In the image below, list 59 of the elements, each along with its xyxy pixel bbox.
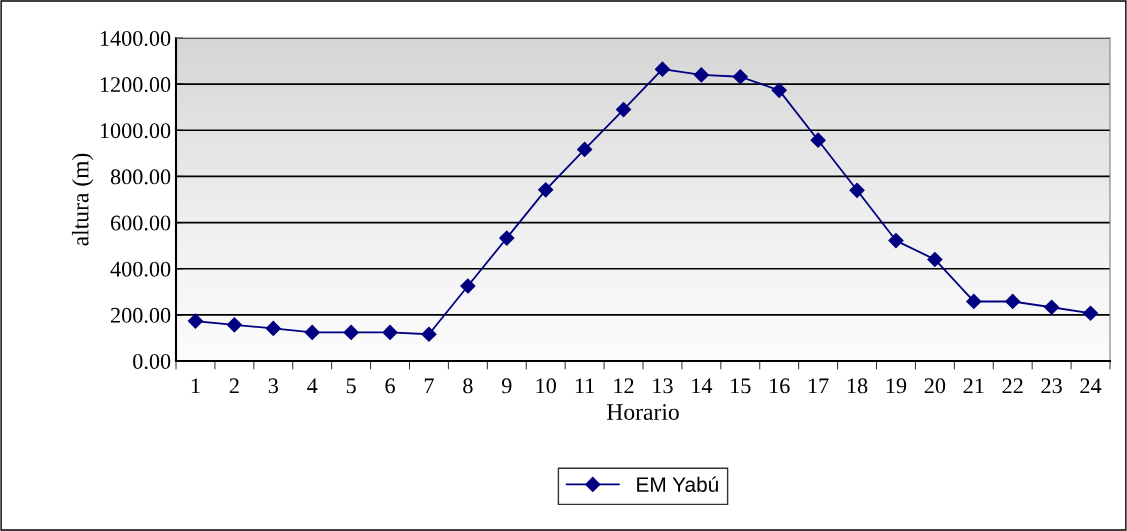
x-tick-label: 16	[770, 378, 790, 394]
point	[265, 320, 281, 337]
point	[888, 232, 904, 249]
point	[732, 69, 748, 85]
point	[226, 317, 242, 333]
y-tick-label: 1000.00	[100, 123, 171, 139]
point	[654, 61, 671, 77]
x-tick-label: 2	[229, 378, 239, 394]
x-tick-label: 3	[268, 378, 278, 394]
x-tick-label: 14	[692, 378, 713, 394]
y-tick-label: 1200.00	[100, 77, 171, 93]
x-tick-label: 18	[847, 378, 868, 394]
point	[460, 278, 476, 294]
point	[538, 182, 554, 198]
x-tick-label: 8	[463, 378, 473, 394]
point	[343, 324, 359, 340]
x-tick-label: 17	[808, 378, 829, 394]
x-tick-label: 19	[886, 378, 907, 394]
x-tick-label: 13	[653, 378, 673, 394]
x-tick-label: 1	[191, 378, 200, 394]
point	[810, 132, 826, 148]
x-tick-label: 9	[501, 378, 512, 394]
x-tick-label: 20	[924, 378, 946, 394]
x-tick-label: 24	[1080, 378, 1102, 394]
point	[849, 182, 865, 198]
y-axis-title: altura (m)	[71, 153, 94, 246]
point	[187, 313, 204, 329]
point	[927, 251, 943, 268]
x-tick-label: 23	[1041, 378, 1062, 394]
legend-label: EM Yabú	[637, 476, 718, 492]
point	[499, 230, 515, 246]
x-tick-label: 12	[614, 378, 634, 394]
y-tick-label: 600.00	[110, 215, 171, 231]
point	[1044, 299, 1060, 315]
y-tick-label: 800.00	[110, 169, 171, 185]
x-tick-label: 15	[731, 378, 751, 394]
point	[771, 82, 787, 98]
x-tick-label: 11	[575, 378, 594, 394]
point	[304, 324, 320, 340]
x-tick-label: 21	[963, 378, 984, 394]
x-axis-title: Horario	[606, 404, 679, 420]
point	[382, 324, 398, 340]
point	[577, 141, 593, 158]
point	[1082, 305, 1099, 321]
y-tick-label: 200.00	[111, 307, 171, 323]
x-tick-label: 4	[307, 378, 318, 394]
point	[1005, 293, 1021, 310]
x-tick-label: 5	[346, 378, 356, 394]
y-tick-label: 0.00	[133, 353, 171, 370]
x-tick-label: 22	[1002, 378, 1023, 394]
x-tick-label: 10	[536, 378, 556, 394]
y-tick-label: 400.00	[110, 261, 171, 277]
x-tick-label: 7	[424, 378, 434, 394]
y-tick-label: 1400.00	[100, 30, 171, 47]
point	[615, 101, 632, 118]
point	[966, 293, 982, 310]
x-tick-label: 6	[385, 378, 395, 394]
point	[693, 67, 709, 83]
point	[421, 326, 437, 342]
